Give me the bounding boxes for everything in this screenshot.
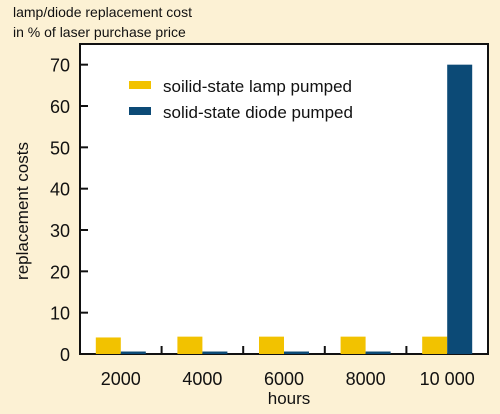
legend-swatch-diode-pumped <box>129 107 151 115</box>
x-axis-ticks: 2000 4000 6000 8000 10 000 <box>101 346 475 389</box>
lamp-pumped-bar-10000 <box>422 336 448 354</box>
x-tick-label: 4000 <box>182 369 222 389</box>
lamp-pumped-bar-8000 <box>340 336 366 354</box>
diode-pumped-bar-10000 <box>447 64 473 355</box>
bars-layer <box>95 64 473 355</box>
y-tick-label: 40 <box>50 180 70 200</box>
lamp-pumped-bar-4000 <box>177 336 203 354</box>
x-tick-label: 6000 <box>264 369 304 389</box>
y-tick-label: 10 <box>50 304 70 324</box>
y-tick-label: 50 <box>50 138 70 158</box>
y-tick-label: 60 <box>50 97 70 117</box>
chart-title-line-2: in % of laser purchase price <box>13 24 186 40</box>
diode-pumped-bar-4000 <box>202 351 228 354</box>
diode-pumped-bar-2000 <box>120 351 146 354</box>
y-tick-label: 20 <box>50 262 70 282</box>
y-tick-label: 30 <box>50 221 70 241</box>
x-axis-label: hours <box>268 389 311 408</box>
chart-title-line-1: lamp/diode replacement cost <box>13 4 192 20</box>
y-tick-label: 70 <box>50 56 70 76</box>
y-axis-ticks: 0 10 20 30 40 50 60 70 <box>50 56 88 365</box>
lamp-pumped-bar-6000 <box>259 336 284 354</box>
y-axis-label: replacement costs <box>13 142 32 280</box>
lamp-pumped-bar-2000 <box>95 337 121 354</box>
legend-label-diode-pumped: solid-state diode pumped <box>163 103 353 122</box>
legend-swatch-lamp-pumped <box>129 81 151 89</box>
legend-label-lamp-pumped: soilid-state lamp pumped <box>163 77 352 96</box>
diode-pumped-bar-8000 <box>365 351 391 354</box>
legend: soilid-state lamp pumped solid-state dio… <box>129 77 353 122</box>
x-tick-label: 10 000 <box>420 369 475 389</box>
y-tick-label: 0 <box>60 345 70 365</box>
plot-area <box>80 44 488 354</box>
x-tick-label: 2000 <box>101 369 141 389</box>
diode-pumped-bar-6000 <box>284 351 309 354</box>
x-tick-label: 8000 <box>346 369 386 389</box>
